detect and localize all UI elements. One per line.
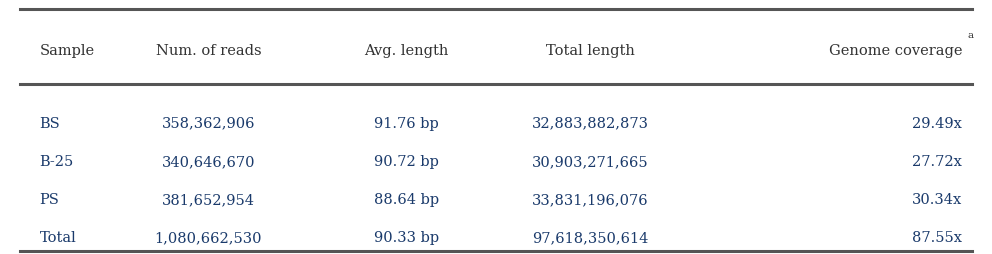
Text: Avg. length: Avg. length	[364, 44, 449, 58]
Text: 381,652,954: 381,652,954	[162, 193, 255, 206]
Text: Genome coverage: Genome coverage	[828, 44, 962, 58]
Text: 30,903,271,665: 30,903,271,665	[532, 154, 649, 168]
Text: 358,362,906: 358,362,906	[162, 116, 255, 130]
Text: Total: Total	[40, 231, 76, 244]
Text: B-25: B-25	[40, 154, 74, 168]
Text: 27.72x: 27.72x	[913, 154, 962, 168]
Text: Total length: Total length	[546, 44, 635, 58]
Text: 29.49x: 29.49x	[913, 116, 962, 130]
Text: 90.33 bp: 90.33 bp	[374, 231, 439, 244]
Text: 340,646,670: 340,646,670	[162, 154, 255, 168]
Text: Num. of reads: Num. of reads	[156, 44, 261, 58]
Text: 87.55x: 87.55x	[913, 231, 962, 244]
Text: BS: BS	[40, 116, 61, 130]
Text: a: a	[967, 31, 973, 40]
Text: 88.64 bp: 88.64 bp	[374, 193, 439, 206]
Text: 33,831,196,076: 33,831,196,076	[532, 193, 649, 206]
Text: 90.72 bp: 90.72 bp	[374, 154, 439, 168]
Text: 91.76 bp: 91.76 bp	[374, 116, 439, 130]
Text: PS: PS	[40, 193, 60, 206]
Text: 97,618,350,614: 97,618,350,614	[532, 231, 649, 244]
Text: 32,883,882,873: 32,883,882,873	[532, 116, 649, 130]
Text: 1,080,662,530: 1,080,662,530	[155, 231, 262, 244]
Text: Sample: Sample	[40, 44, 95, 58]
Text: 30.34x: 30.34x	[912, 193, 962, 206]
